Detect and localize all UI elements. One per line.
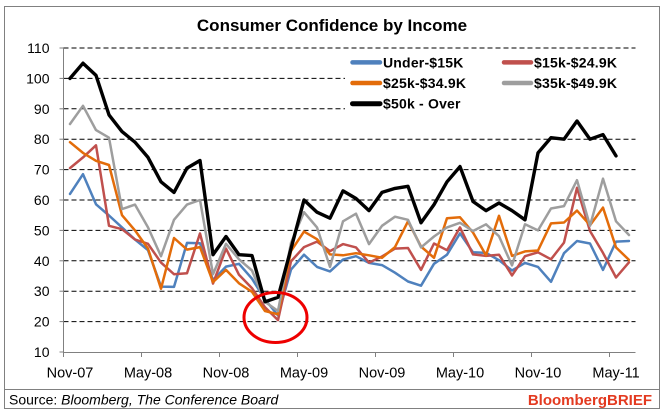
svg-text:May-08: May-08 bbox=[124, 366, 172, 382]
svg-text:Nov-10: Nov-10 bbox=[515, 366, 562, 382]
svg-text:100: 100 bbox=[26, 70, 50, 86]
svg-text:110: 110 bbox=[27, 40, 50, 56]
svg-text:Consumer Confidence by Income: Consumer Confidence by Income bbox=[197, 16, 467, 35]
svg-text:$35k-$49.9K: $35k-$49.9K bbox=[534, 75, 617, 91]
svg-text:80: 80 bbox=[34, 131, 50, 147]
svg-text:$15k-$24.9K: $15k-$24.9K bbox=[534, 54, 617, 70]
svg-text:BloombergBRIEF: BloombergBRIEF bbox=[528, 392, 652, 409]
svg-text:Nov-09: Nov-09 bbox=[359, 366, 406, 382]
svg-text:40: 40 bbox=[34, 253, 50, 269]
svg-text:May-10: May-10 bbox=[436, 366, 484, 382]
svg-text:50: 50 bbox=[34, 222, 50, 238]
svg-text:10: 10 bbox=[34, 344, 50, 360]
svg-text:20: 20 bbox=[34, 314, 50, 330]
svg-text:May-11: May-11 bbox=[592, 366, 639, 382]
svg-text:60: 60 bbox=[34, 192, 50, 208]
svg-text:70: 70 bbox=[34, 162, 50, 178]
svg-text:$50k - Over: $50k - Over bbox=[383, 96, 461, 112]
svg-text:90: 90 bbox=[34, 101, 50, 117]
svg-text:$25k-$34.9K: $25k-$34.9K bbox=[383, 75, 466, 91]
svg-text:Nov-07: Nov-07 bbox=[47, 366, 94, 382]
svg-text:Nov-08: Nov-08 bbox=[203, 366, 250, 382]
svg-text:Under-$15K: Under-$15K bbox=[383, 54, 464, 70]
svg-text:Source: Bloomberg, The Confere: Source: Bloomberg, The Conference Board bbox=[9, 392, 279, 408]
svg-text:30: 30 bbox=[34, 283, 50, 299]
svg-text:May-09: May-09 bbox=[280, 366, 328, 382]
